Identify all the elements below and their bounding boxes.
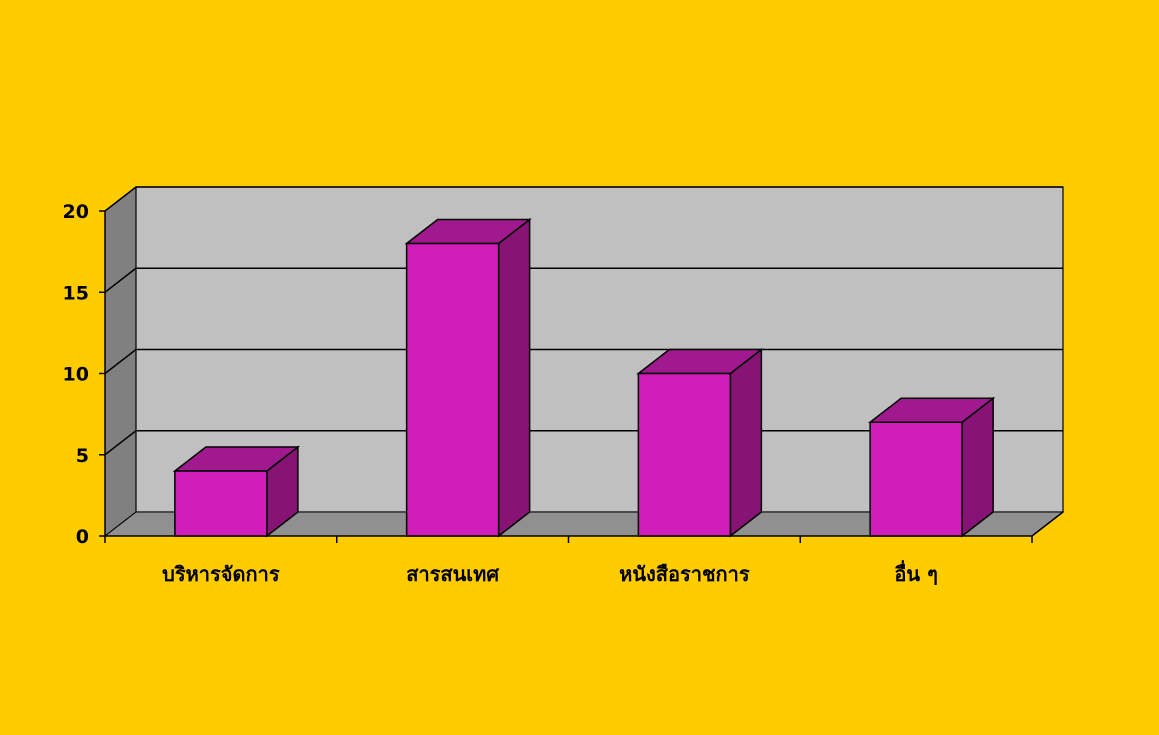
bar-front [637,372,732,537]
bar-side [497,217,531,538]
bar [172,445,301,538]
bar [404,217,532,538]
x-tick-label: บริหารจัดการ [162,562,280,586]
gridline-side [104,267,137,293]
y-tick-label: 15 [63,282,89,304]
y-tick-label: 10 [63,364,89,386]
y-tick-label: 0 [76,526,89,548]
x-tick-label: อื่น ๆ [894,559,937,586]
bar [867,396,996,538]
floor-edge [1031,511,1064,537]
gridline-side [104,348,137,375]
bar [636,347,764,538]
gridline-side [104,430,137,456]
bar-front [405,242,500,537]
x-tick-labels: บริหารจัดการ สารสนเทศ หนังสือราชการ อื่น ๆ [162,559,938,586]
x-tick-label: สารสนเทศ [406,562,500,586]
bar-front [869,421,963,537]
gridline-side [104,186,137,212]
x-tick-label: หนังสือราชการ [619,562,750,586]
bar-front [174,470,268,537]
y-tick-label: 5 [76,445,89,467]
bars [172,217,996,538]
y-tick-label: 20 [63,201,89,223]
gridlines [104,186,1063,456]
bar-side [729,347,763,538]
y-tick-labels: 0 5 10 15 20 [63,201,105,548]
